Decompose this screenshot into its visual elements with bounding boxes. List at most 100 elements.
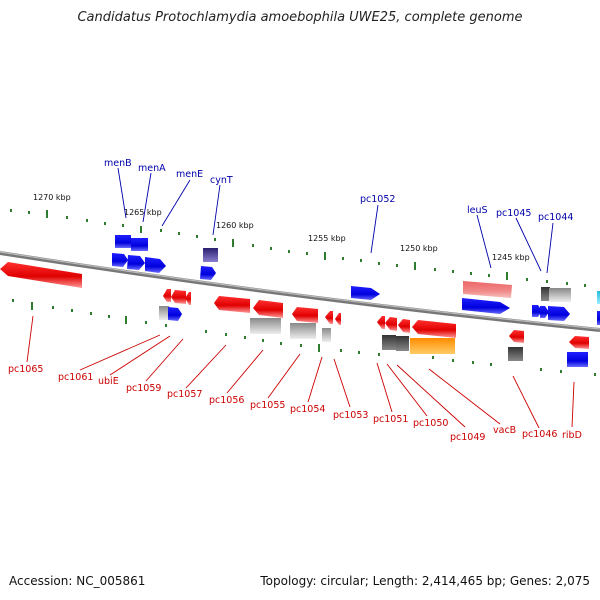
genome-backbone-highlight (0, 251, 600, 330)
gene-pc1061 (163, 289, 171, 302)
leader-pc1050 (386, 363, 428, 417)
scale-label-1255: 1255 kbp (308, 234, 346, 243)
gene-pc1044-rna (549, 288, 571, 302)
leader-pc1046 (512, 375, 540, 429)
label-pc1051: pc1051 (373, 414, 408, 425)
gene-pc1051-rna (382, 335, 396, 350)
leader-menE (161, 179, 191, 227)
gene-menE (145, 257, 166, 273)
leader-pc1054 (307, 356, 323, 403)
label-pc1054: pc1054 (290, 404, 325, 415)
leader-pc1065 (26, 315, 34, 363)
gene-pc1061-fwd (168, 307, 182, 321)
leader-pc1045 (515, 217, 542, 272)
leader-pc1061 (79, 334, 161, 371)
gene-menB-rna (115, 235, 131, 248)
gene-pc1046-rna (508, 347, 523, 361)
gene-vacB (412, 320, 456, 338)
gene-pc1045 (532, 305, 542, 317)
genome-summary-text: Topology: circular; Length: 2,414,465 bp… (260, 574, 590, 588)
label-pc1057: pc1057 (167, 389, 202, 400)
leader-pc1052 (370, 204, 379, 254)
scale-label-1265: 1265 kbp (124, 208, 162, 217)
gene-pc1049 (398, 319, 410, 333)
gene-pc1053 (335, 313, 341, 325)
leader-pc1044 (546, 222, 554, 274)
leader-pc1051 (376, 362, 393, 413)
label-vacB: vacB (493, 425, 516, 436)
gene-pc1053-rna (322, 328, 331, 342)
leader-cynT (212, 184, 221, 236)
forward-gene-labels: menB menA menE cynT pc1052 leuS pc1045 p… (104, 158, 573, 223)
gene-pc1055 (292, 307, 318, 323)
forward-genes (112, 235, 600, 325)
gene-edge-cyan (597, 291, 600, 304)
reverse-gene-labels: pc1065 pc1061 ubiE pc1059 pc1057 pc1056 … (8, 364, 582, 443)
leader-pc1059 (145, 338, 184, 382)
gene-ubiE (171, 290, 186, 304)
gene-pc1046 (509, 330, 524, 343)
label-ubiE: ubiE (98, 376, 119, 387)
gene-edge-blue (597, 311, 600, 325)
gene-pc1059 (185, 292, 191, 305)
gene-pc1056-rna (250, 318, 281, 334)
accession-text: Accession: NC_005861 (9, 574, 146, 588)
gene-menA-rna (131, 238, 148, 251)
scale-label-1245: 1245 kbp (492, 253, 530, 262)
label-pc1045: pc1045 (496, 208, 531, 219)
gene-ribD-fwd (567, 352, 588, 367)
label-pc1049: pc1049 (450, 432, 485, 443)
leader-ribD (571, 381, 575, 428)
leader-pc1049 (396, 364, 466, 428)
label-pc1056: pc1056 (209, 395, 244, 406)
label-pc1052: pc1052 (360, 194, 395, 205)
forward-leaders (117, 167, 554, 274)
label-cynT: cynT (210, 175, 233, 186)
leader-pc1055 (267, 353, 301, 399)
label-pc1061: pc1061 (58, 372, 93, 383)
label-menE: menE (176, 169, 203, 180)
leader-ubiE (109, 335, 171, 376)
scale-label-1260: 1260 kbp (216, 221, 254, 230)
gene-pc1044 (548, 306, 570, 321)
gene-cynT (200, 266, 216, 280)
gene-pc1057 (214, 296, 250, 313)
label-leuS: leuS (467, 205, 488, 216)
gene-pc1055-rna (290, 323, 316, 339)
reverse-leaders (26, 315, 575, 429)
gene-menA (127, 255, 145, 270)
label-pc1055: pc1055 (250, 400, 285, 411)
leader-menB (117, 167, 127, 219)
leader-vacB (428, 368, 501, 425)
lower-tick-track (12, 299, 596, 376)
gene-cynT-rna (203, 248, 218, 262)
gene-pc1052 (351, 286, 380, 300)
gene-pc1061-rna (159, 306, 169, 320)
gene-vacB-orange (410, 338, 455, 354)
label-pc1044: pc1044 (538, 212, 573, 223)
map-title: Candidatus Protochlamydia amoebophila UW… (77, 10, 523, 25)
leader-pc1057 (185, 344, 227, 389)
gene-pc1065 (0, 262, 82, 288)
gene-pc1054 (325, 311, 333, 324)
label-pc1053: pc1053 (333, 410, 368, 421)
gene-pc1050 (385, 317, 397, 331)
label-menB: menB (104, 158, 132, 169)
reverse-genes (0, 262, 589, 367)
scale-label-1250: 1250 kbp (400, 244, 438, 253)
label-pc1050: pc1050 (413, 418, 448, 429)
leader-pc1053 (333, 358, 351, 408)
label-pc1065: pc1065 (8, 364, 43, 375)
gene-pc1056 (253, 300, 283, 318)
gene-menB (112, 253, 128, 267)
label-pc1059: pc1059 (126, 383, 161, 394)
leader-leuS (476, 214, 492, 269)
label-menA: menA (138, 163, 166, 174)
upper-tick-track (10, 209, 586, 287)
gene-leuS (462, 298, 510, 314)
gene-pc1045b (540, 306, 549, 318)
scale-labels: 1270 kbp 1265 kbp 1260 kbp 1255 kbp 1250… (33, 193, 530, 262)
label-pc1046: pc1046 (522, 429, 557, 440)
gene-pc1045-rna (541, 287, 550, 301)
